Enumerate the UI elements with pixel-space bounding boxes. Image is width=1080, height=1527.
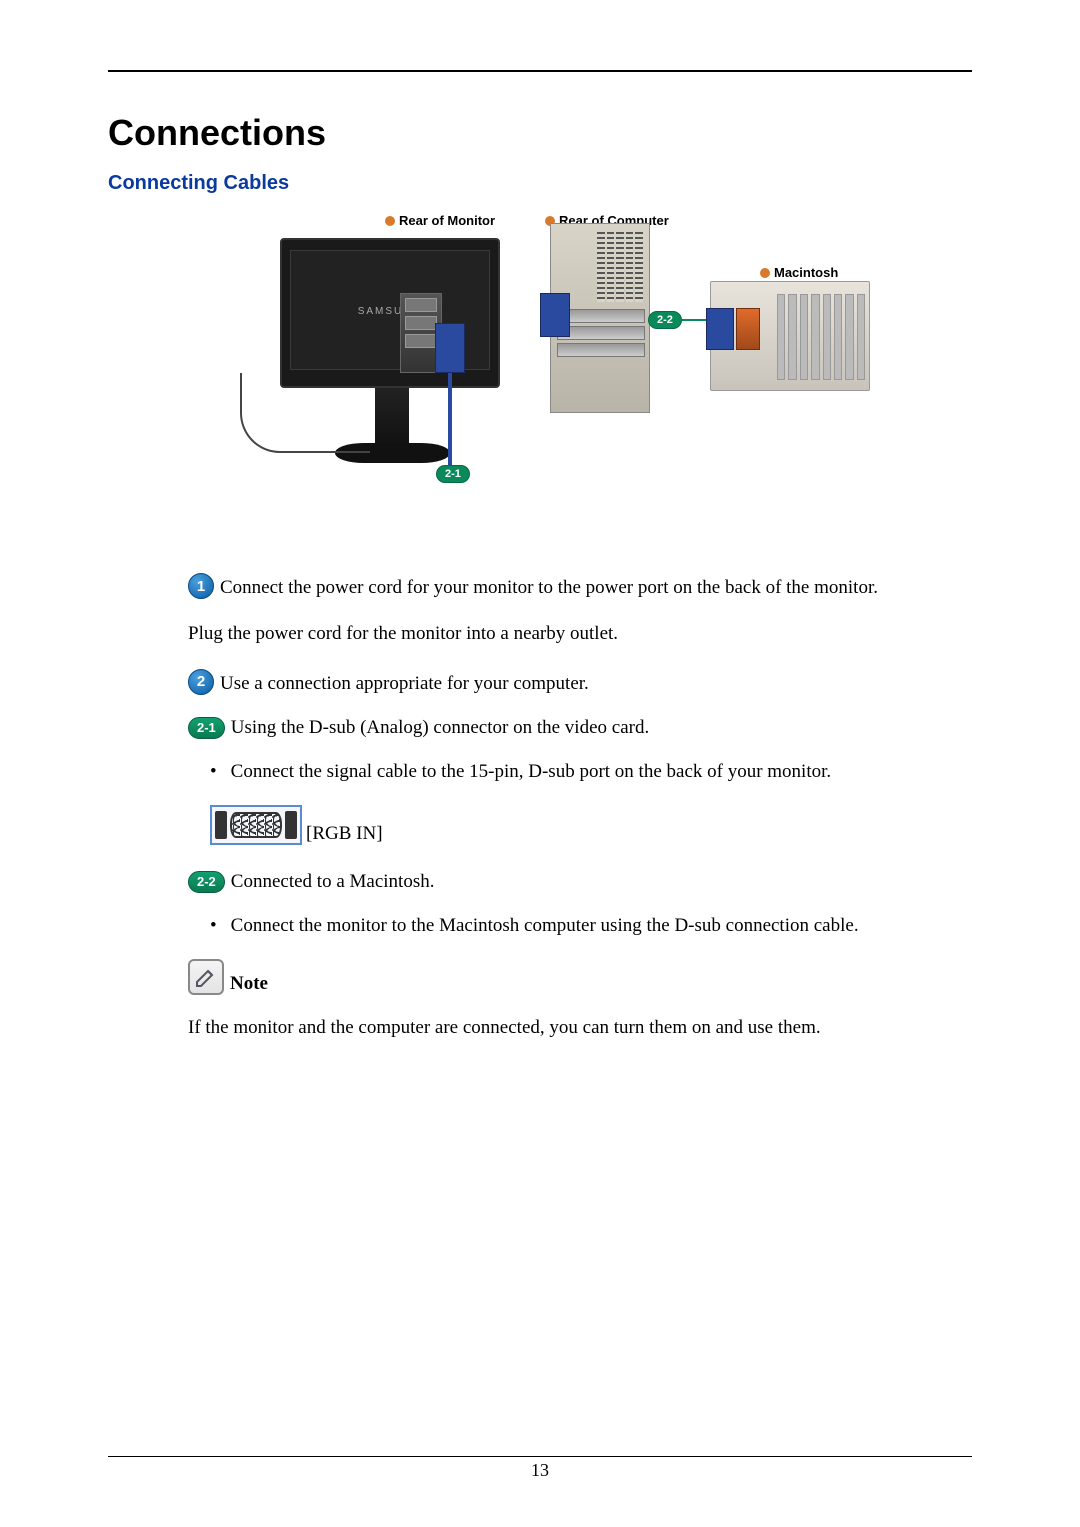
vga-plug-icon	[540, 293, 570, 337]
step-text: Connected to a Macintosh.	[231, 871, 435, 893]
note-label: Note	[230, 973, 268, 995]
content: 1 Connect the power cord for your monito…	[108, 573, 972, 1040]
mac-plug-icon	[736, 308, 760, 350]
mac-graphic	[710, 281, 870, 391]
step-2-1-bullet: • Connect the signal cable to the 15-pin…	[188, 761, 962, 783]
diagram-label-monitor: Rear of Monitor	[385, 213, 495, 228]
step-text: Using the D-sub (Analog) connector on th…	[231, 717, 649, 739]
section-subtitle: Connecting Cables	[108, 172, 972, 195]
callout-2-2: 2-2	[648, 311, 682, 329]
bullet-icon	[760, 268, 770, 278]
step-text: Use a connection appropriate for your co…	[220, 673, 589, 695]
step-number-icon: 1	[188, 573, 214, 599]
page: Connections Connecting Cables Rear of Mo…	[0, 0, 1080, 1102]
step-1: 1 Connect the power cord for your monito…	[188, 573, 962, 599]
monitor-neck	[375, 388, 409, 448]
step-2: 2 Use a connection appropriate for your …	[188, 669, 962, 695]
power-cable	[240, 373, 370, 453]
dsub-port-icon	[210, 805, 302, 845]
page-number: 13	[531, 1460, 549, 1481]
callout-2-1: 2-1	[436, 465, 470, 483]
vga-plug-icon	[435, 323, 465, 373]
bullet-icon: •	[210, 761, 217, 783]
rgb-label: [RGB IN]	[306, 823, 383, 845]
connection-diagram: Rear of Monitor Rear of Computer Macinto…	[240, 213, 840, 513]
step-badge-icon: 2-2	[188, 871, 225, 893]
page-title: Connections	[108, 112, 972, 154]
note-text: If the monitor and the computer are conn…	[188, 1015, 962, 1041]
bottom-rule	[108, 1456, 972, 1457]
bullet-icon	[385, 216, 395, 226]
label-text: Rear of Monitor	[399, 213, 495, 228]
note-heading: Note	[188, 959, 962, 995]
step-number-icon: 2	[188, 669, 214, 695]
diagram-label-mac: Macintosh	[760, 265, 838, 280]
step-1-sub: Plug the power cord for the monitor into…	[188, 621, 962, 647]
top-rule	[108, 70, 972, 72]
vga-plug-icon	[706, 308, 734, 350]
step-2-2-bullet: • Connect the monitor to the Macintosh c…	[188, 915, 962, 937]
step-text: Connect the power cord for your monitor …	[220, 577, 878, 599]
bullet-text: Connect the signal cable to the 15-pin, …	[231, 761, 832, 783]
step-2-2: 2-2 Connected to a Macintosh.	[188, 871, 962, 893]
label-text: Macintosh	[774, 265, 838, 280]
rgb-port-block: [RGB IN]	[210, 805, 962, 845]
note-icon	[188, 959, 224, 995]
step-badge-icon: 2-1	[188, 717, 225, 739]
pencil-icon	[194, 965, 218, 989]
bullet-icon: •	[210, 915, 217, 937]
step-2-1: 2-1 Using the D-sub (Analog) connector o…	[188, 717, 962, 739]
bullet-text: Connect the monitor to the Macintosh com…	[231, 915, 859, 937]
